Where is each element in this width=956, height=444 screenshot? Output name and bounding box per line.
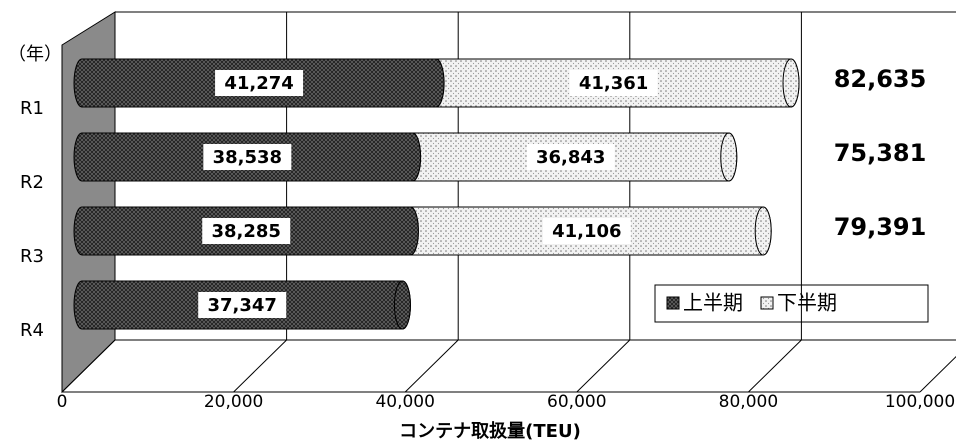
bar-end-cap: [720, 132, 738, 182]
value-label-box: [542, 218, 631, 244]
x-tick-label: 80,000: [719, 392, 778, 412]
bar-end-cap: [393, 280, 411, 330]
y-axis-label: （年）: [8, 44, 62, 65]
value-label: 38,538: [213, 147, 282, 168]
total-label: 79,391: [834, 213, 927, 241]
legend-label: 上半期: [683, 291, 743, 315]
floor-tick-line: [919, 355, 956, 393]
x-tick-label: 60,000: [547, 392, 606, 412]
value-label: 38,285: [212, 221, 281, 242]
x-tick-label: 40,000: [375, 392, 434, 412]
value-label: 41,106: [552, 221, 621, 242]
value-label-box: [198, 292, 287, 318]
bar-end-cap: [754, 206, 772, 256]
floor-tick-line: [404, 339, 459, 393]
floor-tick-line: [233, 339, 287, 393]
value-label-box: [215, 70, 304, 96]
bar-end-cap: [782, 58, 800, 108]
y-tick-label: R1: [20, 98, 44, 119]
value-label: 41,274: [224, 73, 293, 94]
legend-label: 下半期: [777, 291, 837, 315]
x-tick-label: 20,000: [204, 392, 263, 412]
x-tick-label: 0: [57, 392, 68, 412]
legend-swatch: [666, 296, 680, 310]
y-tick-label: R2: [20, 172, 44, 193]
value-label: 36,843: [536, 147, 605, 168]
value-label: 41,361: [579, 73, 648, 94]
value-label-box: [569, 70, 658, 96]
value-label-box: [202, 218, 291, 244]
legend: 上半期 下半期: [654, 284, 929, 323]
y-tick-label: R3: [20, 246, 44, 267]
value-label-box: [526, 144, 615, 170]
floor-tick-line: [576, 339, 631, 393]
value-label-box: [203, 144, 292, 170]
total-label: 82,635: [834, 65, 927, 93]
floor-tick-line: [61, 339, 116, 393]
floor-tick-line: [748, 339, 802, 393]
total-label: 75,381: [834, 139, 927, 167]
legend-box: [654, 284, 929, 323]
x-tick-label: 100,000: [885, 392, 955, 412]
y-tick-label: R4: [20, 320, 44, 341]
x-axis-title: コンテナ取扱量(TEU): [399, 420, 581, 442]
value-label: 37,347: [207, 295, 276, 316]
legend-swatch: [760, 296, 774, 310]
